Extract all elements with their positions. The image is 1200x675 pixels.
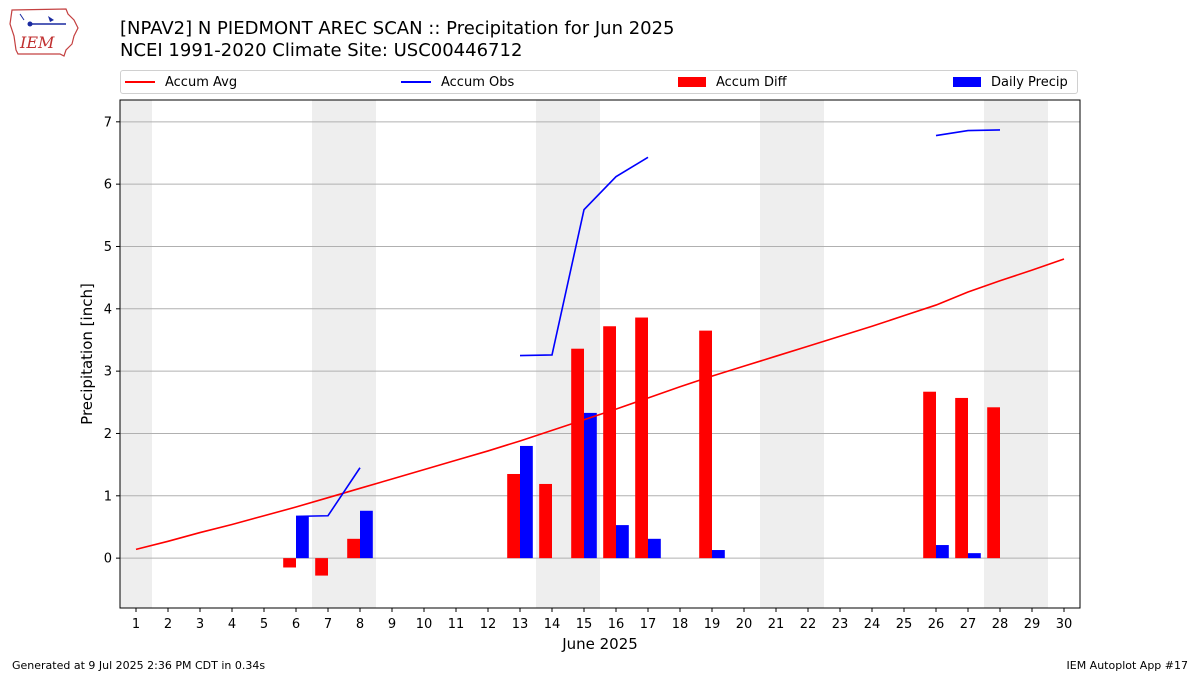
x-tick-label-21: 21 bbox=[768, 617, 785, 632]
x-tick-label-7: 7 bbox=[324, 617, 332, 632]
legend-swatch-daily-precip bbox=[953, 77, 981, 87]
accum-diff-bar-28 bbox=[987, 407, 1000, 559]
chart-legend: Accum Avg Accum Obs Accum Diff Daily Pre… bbox=[120, 70, 1078, 94]
x-tick-label-9: 9 bbox=[388, 617, 396, 632]
plot-frame bbox=[119, 99, 1081, 609]
x-tick-label-4: 4 bbox=[228, 617, 236, 632]
x-tick-label-30: 30 bbox=[1056, 617, 1073, 632]
y-tick-label-5: 5 bbox=[104, 240, 112, 255]
legend-label-accum-obs: Accum Obs bbox=[441, 74, 515, 90]
x-tick-label-29: 29 bbox=[1024, 617, 1041, 632]
accum-diff-bar-16 bbox=[603, 326, 616, 559]
legend-swatch-accum-obs bbox=[401, 81, 431, 83]
accum-diff-bar-13 bbox=[507, 473, 520, 559]
x-tick-label-10: 10 bbox=[416, 617, 433, 632]
chart-title: [NPAV2] N PIEDMONT AREC SCAN :: Precipit… bbox=[120, 18, 675, 39]
logo-text: IEM bbox=[19, 33, 55, 52]
x-tick-label-13: 13 bbox=[512, 617, 529, 632]
x-tick-label-18: 18 bbox=[672, 617, 689, 632]
x-tick-label-28: 28 bbox=[992, 617, 1009, 632]
x-tick-label-23: 23 bbox=[832, 617, 849, 632]
accum-diff-bar-17 bbox=[635, 317, 648, 559]
x-tick-label-6: 6 bbox=[292, 617, 300, 632]
x-tick-label-26: 26 bbox=[928, 617, 945, 632]
accum-obs-line-segment-0 bbox=[295, 467, 361, 518]
legend-item-daily-precip: Daily Precip bbox=[953, 73, 1068, 91]
iowa-map-logo-icon: IEM bbox=[9, 8, 79, 57]
daily-precip-bar-6 bbox=[296, 516, 309, 559]
accum-avg-line bbox=[135, 258, 1065, 551]
y-tick-label-1: 1 bbox=[104, 489, 112, 504]
x-tick-label-27: 27 bbox=[960, 617, 977, 632]
accum-diff-bar-8 bbox=[347, 538, 360, 559]
accum-diff-bar-27 bbox=[955, 397, 968, 559]
weekend-shade-3 bbox=[760, 100, 824, 608]
legend-swatch-accum-diff bbox=[678, 77, 706, 87]
daily-precip-bar-8 bbox=[360, 510, 373, 559]
accum-diff-bar-26 bbox=[923, 391, 936, 559]
legend-swatch-accum-avg bbox=[125, 81, 155, 83]
daily-precip-bar-19 bbox=[712, 550, 725, 559]
daily-precip-bar-16 bbox=[616, 525, 629, 559]
accum-diff-bar-6 bbox=[283, 558, 296, 568]
accum-obs-line-segment-1 bbox=[519, 156, 649, 357]
daily-precip-bar-27 bbox=[968, 553, 981, 559]
accum-diff-bar-19 bbox=[699, 330, 712, 559]
x-tick-label-20: 20 bbox=[736, 617, 753, 632]
x-tick-label-5: 5 bbox=[260, 617, 268, 632]
legend-label-accum-avg: Accum Avg bbox=[165, 74, 238, 90]
x-tick-label-2: 2 bbox=[164, 617, 172, 632]
daily-precip-bar-26 bbox=[936, 545, 949, 559]
iem-logo: IEM bbox=[8, 6, 80, 58]
x-tick-label-8: 8 bbox=[356, 617, 364, 632]
y-tick-label-0: 0 bbox=[104, 552, 112, 567]
x-axis-label: June 2025 bbox=[561, 635, 638, 653]
generated-timestamp: Generated at 9 Jul 2025 2:36 PM CDT in 0… bbox=[12, 659, 266, 672]
daily-precip-bar-13 bbox=[520, 445, 533, 559]
x-tick-label-17: 17 bbox=[640, 617, 657, 632]
chart-subtitle: NCEI 1991-2020 Climate Site: USC00446712 bbox=[120, 40, 523, 61]
weekend-shade-0 bbox=[120, 100, 152, 608]
y-tick-label-7: 7 bbox=[104, 115, 112, 130]
x-tick-label-16: 16 bbox=[608, 617, 625, 632]
accum-obs-line-segment-2 bbox=[935, 129, 1001, 137]
x-tick-label-19: 19 bbox=[704, 617, 721, 632]
x-tick-label-22: 22 bbox=[800, 617, 817, 632]
legend-item-accum-avg: Accum Avg bbox=[125, 73, 237, 91]
daily-precip-bar-17 bbox=[648, 538, 661, 559]
accum-diff-bar-15 bbox=[571, 348, 584, 559]
x-tick-label-1: 1 bbox=[132, 617, 140, 632]
x-tick-label-25: 25 bbox=[896, 617, 913, 632]
y-tick-label-6: 6 bbox=[104, 178, 112, 193]
x-tick-label-12: 12 bbox=[480, 617, 497, 632]
legend-label-daily-precip: Daily Precip bbox=[991, 74, 1068, 90]
x-tick-label-24: 24 bbox=[864, 617, 881, 632]
x-tick-label-11: 11 bbox=[448, 617, 465, 632]
accum-diff-bar-14 bbox=[539, 483, 552, 559]
accum-diff-bar-7 bbox=[315, 558, 328, 576]
x-tick-label-15: 15 bbox=[576, 617, 593, 632]
daily-precip-bar-15 bbox=[584, 412, 597, 559]
legend-label-accum-diff: Accum Diff bbox=[716, 74, 787, 90]
x-tick-label-3: 3 bbox=[196, 617, 204, 632]
y-tick-label-4: 4 bbox=[104, 302, 112, 317]
y-tick-label-2: 2 bbox=[104, 427, 112, 442]
y-axis-label: Precipitation [inch] bbox=[78, 283, 96, 425]
x-tick-label-14: 14 bbox=[544, 617, 561, 632]
legend-item-accum-diff: Accum Diff bbox=[678, 73, 787, 91]
legend-item-accum-obs: Accum Obs bbox=[401, 73, 514, 91]
app-credit: IEM Autoplot App #17 bbox=[1066, 659, 1189, 672]
y-tick-label-3: 3 bbox=[104, 365, 112, 380]
